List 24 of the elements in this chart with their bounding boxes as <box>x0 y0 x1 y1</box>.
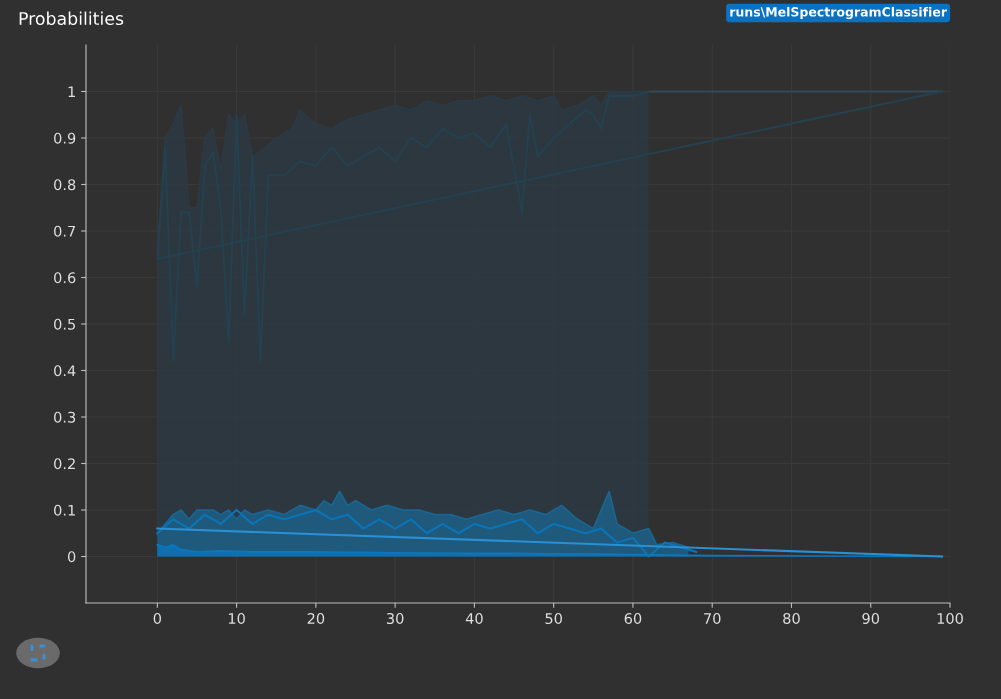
y-tick-label: 1 <box>68 86 75 98</box>
y-tick-label: 0.7 <box>54 225 76 237</box>
x-tick-label: 70 <box>704 612 721 625</box>
y-tick-label: 0.3 <box>54 411 76 423</box>
y-tick-label: 0.1 <box>54 504 75 516</box>
y-tick-label: 0.4 <box>54 365 76 377</box>
chart-title: Probabilities <box>19 11 124 26</box>
x-tick-label: 10 <box>228 612 245 625</box>
text: runs\MelSpectrogramClassifier <box>730 6 947 20</box>
y-tick-label: 0 <box>67 551 76 563</box>
x-tick-label: 40 <box>465 612 483 625</box>
y-tick-label: 0.5 <box>54 318 75 330</box>
x-tick-label: 60 <box>624 612 642 625</box>
x-tick-label: 100 <box>937 612 963 625</box>
x-tick-label: 30 <box>386 612 404 625</box>
y-tick-label: 0.2 <box>54 458 75 470</box>
x-tick-label: 20 <box>307 612 325 625</box>
y-tick-label: 0.8 <box>54 179 76 191</box>
y-tick-label: 0.6 <box>54 272 76 284</box>
y-tick-label: 0.9 <box>54 132 76 144</box>
x-tick-label: 0 <box>153 612 162 625</box>
x-tick-label: 90 <box>862 612 880 625</box>
x-tick-label: 80 <box>783 612 800 625</box>
x-tick-label: 50 <box>545 612 562 625</box>
